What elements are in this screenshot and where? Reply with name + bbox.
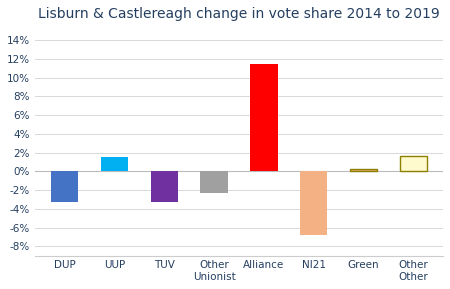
Bar [300,171,327,235]
Bar [400,156,427,171]
Bar [101,157,128,171]
Bar [51,171,78,202]
Bar [350,168,377,171]
Bar [200,171,228,193]
Bar [151,171,178,202]
Bar [250,64,278,171]
Title: Lisburn & Castlereagh change in vote share 2014 to 2019: Lisburn & Castlereagh change in vote sha… [38,7,440,21]
